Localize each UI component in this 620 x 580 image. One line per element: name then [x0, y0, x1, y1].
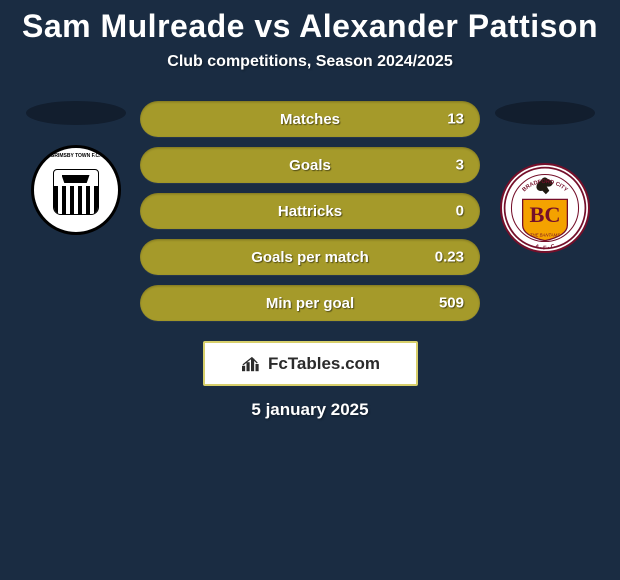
grimsby-stripes	[54, 186, 98, 214]
bradford-bantams-text: THE BANTAMS	[529, 232, 559, 237]
stat-label: Hattricks	[278, 203, 342, 220]
grimsby-shield	[53, 169, 99, 215]
subtitle: Club competitions, Season 2024/2025	[0, 53, 620, 71]
stat-bar: Matches 13	[140, 101, 480, 137]
fctables-logo-text: FcTables.com	[268, 354, 380, 374]
main-row: GRIMSBY TOWN F.C. Matches 13 Goals 3 Hattric…	[0, 101, 620, 321]
stat-value-right: 3	[456, 157, 464, 174]
grimsby-inner: GRIMSBY TOWN F.C.	[41, 155, 111, 225]
fctables-logo-box: FcTables.com	[203, 341, 418, 386]
stat-bar: Goals per match 0.23	[140, 239, 480, 275]
stat-label: Min per goal	[266, 295, 354, 312]
right-side: BC THE BANTAMS BRADFORD CITY A · F · C	[492, 101, 597, 253]
stat-label: Matches	[280, 111, 340, 128]
stats-column: Matches 13 Goals 3 Hattricks 0 Goals per match…	[140, 101, 480, 321]
grimsby-ship-icon	[62, 173, 90, 183]
bar-chart-icon	[240, 355, 262, 373]
right-player-shadow	[495, 101, 595, 125]
stat-value-right: 0	[456, 203, 464, 220]
stat-label: Goals per match	[251, 249, 369, 266]
comparison-card: Sam Mulreade vs Alexander Pattison Club …	[0, 0, 620, 580]
stat-value-right: 509	[439, 295, 464, 312]
stat-bar: Hattricks 0	[140, 193, 480, 229]
left-club-badge: GRIMSBY TOWN F.C.	[31, 145, 121, 235]
bradford-letters: BC	[529, 202, 560, 227]
date: 5 january 2025	[0, 400, 620, 420]
stat-bar: Min per goal 509	[140, 285, 480, 321]
left-player-shadow	[26, 101, 126, 125]
right-club-badge: BC THE BANTAMS BRADFORD CITY A · F · C	[500, 163, 590, 253]
page-title: Sam Mulreade vs Alexander Pattison	[0, 8, 620, 45]
stat-value-right: 13	[447, 111, 464, 128]
left-side: GRIMSBY TOWN F.C.	[23, 101, 128, 235]
stat-value-right: 0.23	[435, 249, 464, 266]
stat-bar: Goals 3	[140, 147, 480, 183]
grimsby-ring-text: GRIMSBY TOWN F.C.	[41, 153, 111, 159]
bradford-svg: BC THE BANTAMS BRADFORD CITY A · F · C	[502, 165, 588, 251]
stat-label: Goals	[289, 157, 331, 174]
